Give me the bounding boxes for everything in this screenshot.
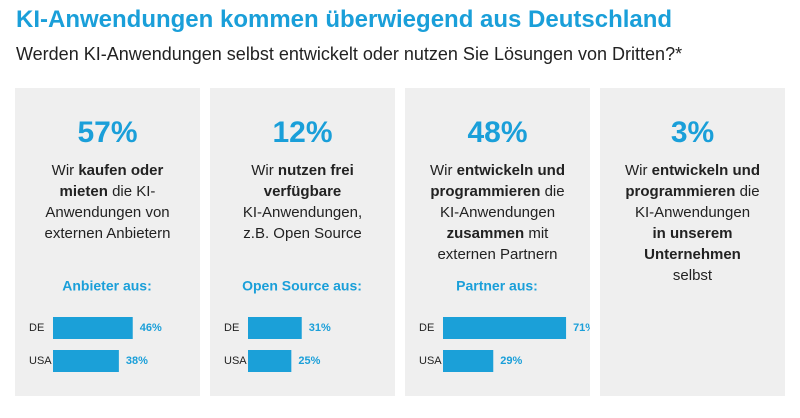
text-segment: zusammen (446, 225, 525, 242)
value-label: 31% (309, 322, 331, 334)
headline: 48% (467, 116, 528, 149)
text-segment: Wir (429, 162, 457, 179)
description-line: Unternehmen (600, 244, 785, 265)
description-line: KI-Anwendungen, (210, 202, 395, 223)
bar (443, 350, 494, 372)
text-segment: selbst (672, 267, 713, 284)
text-segment: Anwendungen von (45, 204, 170, 221)
text-segment: nutzen frei (277, 162, 354, 179)
text-segment: programmieren (625, 183, 736, 200)
text-segment: verfügbare (263, 183, 342, 200)
category-label: DE (224, 322, 239, 334)
description-line: KI-Anwendungen (600, 202, 785, 223)
description-line: programmieren die (600, 181, 785, 202)
value-label: 46% (140, 322, 162, 334)
text-segment: Wir (624, 162, 652, 179)
description-line: zusammen mit (405, 223, 590, 244)
description-line: programmieren die (405, 181, 590, 202)
chart-title: Partner aus: (456, 278, 538, 294)
category-label: USA (419, 355, 442, 367)
description-line: Wir nutzen frei (210, 160, 395, 181)
value-label: 25% (298, 355, 320, 367)
text-segment: die (540, 183, 565, 200)
chart-title: Anbieter aus: (62, 278, 151, 294)
headline: 3% (670, 116, 715, 149)
category-label: USA (29, 355, 52, 367)
description-line: externen Partnern (405, 244, 590, 265)
description-line: Wir entwickeln und (405, 160, 590, 181)
headline: 57% (77, 116, 138, 149)
headline: 12% (272, 116, 333, 149)
text-segment: KI-Anwendungen (439, 204, 556, 221)
text-segment: kaufen oder (78, 162, 164, 179)
description: Wir entwickeln und programmieren die KI-An… (405, 160, 590, 265)
description: Wir nutzen frei verfügbare KI-Anwendungen,… (210, 160, 395, 244)
bar-chart: Partner aus: DE 71% USA 29% (419, 278, 590, 372)
bar-chart: Open Source aus: DE 31% USA 25% (224, 278, 362, 372)
bar (443, 317, 567, 339)
description-line: z.B. Open Source (210, 223, 395, 244)
subtitle: Werden KI-Anwendungen selbst entwickelt … (16, 44, 683, 64)
description-line: selbst (600, 265, 785, 286)
bar-chart: Anbieter aus: DE 46% USA 38% (29, 278, 162, 372)
description-line: Wir kaufen oder (15, 160, 200, 181)
text-segment: in unserem (652, 225, 733, 242)
text-segment: entwickeln und (456, 162, 565, 179)
panel: 57% Wir kaufen oder mieten die KI- Anwendun… (15, 88, 200, 396)
text-segment: Wir (51, 162, 79, 179)
panel: 48% Wir entwickeln und programmieren die KI… (405, 88, 590, 396)
value-label: 29% (500, 355, 522, 367)
bar (248, 350, 292, 372)
description-line: verfügbare (210, 181, 395, 202)
panel: 3% Wir entwickeln und programmieren die KI-… (600, 88, 785, 396)
text-segment: Wir (251, 162, 278, 179)
value-label: 71% (573, 322, 590, 334)
text-segment: mieten (59, 183, 108, 200)
title: KI-Anwendungen kommen überwiegend aus De… (16, 6, 673, 33)
description-line: mieten die KI- (15, 181, 200, 202)
chart-title: Open Source aus: (242, 278, 362, 294)
category-label: DE (29, 322, 44, 334)
text-segment: Unternehmen (644, 246, 741, 263)
panel: 12% Wir nutzen frei verfügbare KI-Anwendung… (210, 88, 395, 396)
text-segment: externen Anbietern (44, 225, 171, 242)
text-segment: z.B. Open Source (243, 225, 362, 242)
category-label: USA (224, 355, 247, 367)
bar (248, 317, 302, 339)
text-segment: KI-Anwendungen, (242, 204, 363, 221)
description-line: KI-Anwendungen (405, 202, 590, 223)
text-segment: externen Partnern (437, 246, 558, 263)
description-line: Anwendungen von (15, 202, 200, 223)
bar (53, 350, 119, 372)
description-line: in unserem (600, 223, 785, 244)
description-line: Wir entwickeln und (600, 160, 785, 181)
text-segment: programmieren (430, 183, 541, 200)
text-segment: die (735, 183, 760, 200)
description-line: externen Anbietern (15, 223, 200, 244)
text-segment: mit (524, 225, 549, 242)
bar (53, 317, 133, 339)
text-segment: entwickeln und (651, 162, 760, 179)
text-segment: die KI- (107, 183, 156, 200)
value-label: 38% (126, 355, 148, 367)
description: Wir kaufen oder mieten die KI- Anwendungen… (15, 160, 200, 244)
description: Wir entwickeln und programmieren die KI-An… (600, 160, 785, 286)
category-label: DE (419, 322, 434, 334)
text-segment: KI-Anwendungen (634, 204, 751, 221)
